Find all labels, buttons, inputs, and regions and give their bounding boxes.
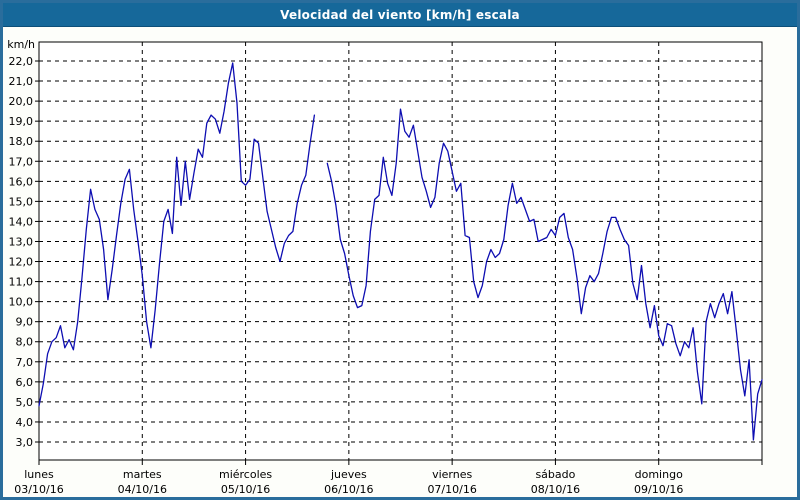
y-tick-label: 18,0 <box>9 135 34 148</box>
chart-title-bar: Velocidad del viento [km/h] escala <box>3 3 797 27</box>
x-day-name: viernes <box>432 468 472 481</box>
y-tick-label: 15,0 <box>9 195 34 208</box>
x-day-name: sábado <box>535 468 575 481</box>
y-tick-label: 12,0 <box>9 256 34 269</box>
y-tick-label: 6,0 <box>16 376 34 389</box>
x-day-name: miércoles <box>219 468 272 481</box>
x-day-name: jueves <box>330 468 367 481</box>
y-tick-label: 14,0 <box>9 215 34 228</box>
y-tick-label: 19,0 <box>9 115 34 128</box>
x-day-date: 03/10/16 <box>14 483 63 496</box>
x-day-name: martes <box>123 468 162 481</box>
y-tick-label: 20,0 <box>9 95 34 108</box>
y-tick-label: 4,0 <box>16 416 34 429</box>
y-tick-label: 5,0 <box>16 396 34 409</box>
y-tick-label: 11,0 <box>9 276 34 289</box>
gridlines <box>35 42 763 465</box>
y-tick-label: 17,0 <box>9 155 34 168</box>
y-tick-label: 16,0 <box>9 175 34 188</box>
y-tick-label: 8,0 <box>16 336 34 349</box>
x-day-date: 06/10/16 <box>324 483 373 496</box>
x-day-name: lunes <box>24 468 54 481</box>
chart-title: Velocidad del viento [km/h] escala <box>280 7 520 22</box>
x-day-date: 04/10/16 <box>118 483 167 496</box>
x-day-date: 07/10/16 <box>427 483 476 496</box>
chart-area: 22,0 21,0 20,0 19,0 18,0 17,0 16,0 15,0 14,0 13,0… <box>3 27 797 497</box>
x-day-date: 05/10/16 <box>221 483 270 496</box>
y-axis-unit-label: km/h <box>7 38 35 51</box>
y-tick-label: 9,0 <box>16 316 34 329</box>
y-axis-labels: 22,0 21,0 20,0 19,0 18,0 17,0 16,0 15,0 14,0 13,0… <box>7 38 35 449</box>
y-tick-label: 21,0 <box>9 75 34 88</box>
y-tick-label: 22,0 <box>9 55 34 68</box>
y-tick-label: 7,0 <box>16 356 34 369</box>
y-tick-label: 3,0 <box>16 436 34 449</box>
x-axis-labels: lunes 03/10/16 martes 04/10/16 miércoles 05/1… <box>14 468 683 496</box>
wind-speed-line-chart: 22,0 21,0 20,0 19,0 18,0 17,0 16,0 15,0 14,0 13,0… <box>7 38 763 496</box>
y-tick-label: 13,0 <box>9 235 34 248</box>
x-day-date: 08/10/16 <box>531 483 580 496</box>
x-day-date: 09/10/16 <box>634 483 683 496</box>
plot-background <box>39 42 762 460</box>
x-day-name: domingo <box>635 468 683 481</box>
y-tick-label: 10,0 <box>9 296 34 309</box>
wind-speed-line <box>38 62 763 441</box>
plot-frame <box>38 41 763 461</box>
